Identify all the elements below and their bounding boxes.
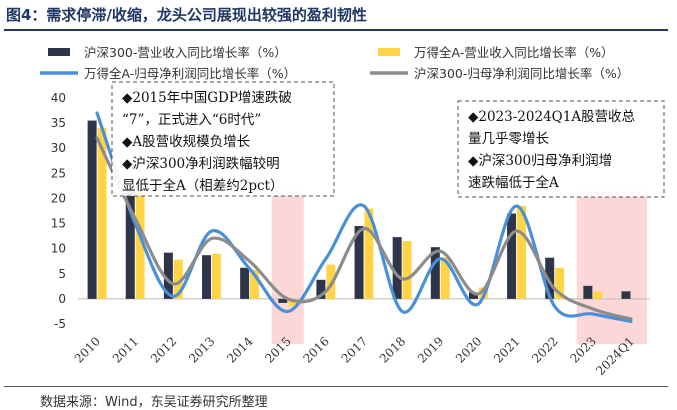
x-tick-label: 2017 <box>339 334 370 365</box>
bar-hs300-revenue <box>507 213 517 299</box>
annotation-text: ◆沪深300归母净利润增 <box>468 152 612 169</box>
legend-label: 万得全A-归母净利润同比增长率（%） <box>84 66 296 81</box>
x-tick-label: 2018 <box>377 334 408 365</box>
line-wind-a-profit <box>95 111 633 324</box>
legend-label: 沪深300-营业收入同比增长率（%） <box>84 45 287 60</box>
x-tick-label: 2010 <box>72 334 103 365</box>
figure-title: 图4：需求停滞/收缩，龙头公司展现出较强的盈利韧性 <box>6 6 367 24</box>
bar-hs300-revenue <box>621 291 631 299</box>
bar-wind-a-revenue <box>440 257 450 299</box>
annotation-text: 量几乎零增长 <box>468 131 549 147</box>
highlight-band-2 <box>576 190 647 344</box>
annotation-text: ◆2023-2024Q1A股营收总 <box>468 109 635 125</box>
y-tick-label: 20 <box>51 191 66 205</box>
line-hs300-profit <box>95 136 633 321</box>
x-tick-label: 2019 <box>415 334 446 365</box>
bar-hs300-revenue <box>392 237 402 299</box>
bar-hs300-revenue <box>87 120 97 299</box>
y-tick-label: 5 <box>58 267 66 281</box>
x-tick-label: 2020 <box>453 334 484 365</box>
bar-wind-a-revenue <box>135 190 145 299</box>
bar-hs300-revenue <box>240 267 250 299</box>
annotation-text: 速跌幅低于全A <box>468 174 559 191</box>
title-rule <box>4 29 668 31</box>
y-tick-label: 15 <box>51 217 66 231</box>
bar-hs300-revenue <box>468 292 478 299</box>
bar-hs300-revenue <box>316 279 326 299</box>
x-tick-label: 2011 <box>110 334 141 365</box>
y-tick-label: 40 <box>51 91 66 105</box>
x-tick-label: 2016 <box>300 334 331 365</box>
y-tick-label: 35 <box>51 116 66 130</box>
annotation-text: ◆A股营收规模负增长 <box>122 134 251 150</box>
bar-wind-a-revenue <box>516 205 526 299</box>
bar-hs300-revenue <box>163 252 173 299</box>
legend-label: 沪深300-归母净利润同比增长率（%） <box>414 66 629 81</box>
annotation-text: ◆2015年中国GDP增速跌破 <box>122 90 292 106</box>
bar-hs300-revenue <box>278 298 288 303</box>
y-tick-label: 0 <box>58 292 66 306</box>
legend-label: 万得全A-营业收入同比增长率（%） <box>414 45 614 60</box>
annotation-text: “7”，正式进入“6时代” <box>122 112 261 128</box>
bar-wind-a-revenue <box>97 128 107 299</box>
x-tick-label: 2022 <box>529 334 560 365</box>
bar-wind-a-revenue <box>364 208 374 299</box>
bar-wind-a-revenue <box>402 241 412 299</box>
bar-hs300-revenue <box>430 247 440 299</box>
x-tick-label: 2012 <box>148 334 179 365</box>
bar-wind-a-revenue <box>250 269 260 299</box>
annotation-text: 显低于全A（相差约2pct） <box>122 177 283 194</box>
bottom-rule <box>4 386 668 387</box>
x-tick-label: 2014 <box>224 334 256 366</box>
legend-swatch <box>48 48 70 56</box>
bar-wind-a-revenue <box>288 298 298 307</box>
bar-hs300-revenue <box>125 188 135 299</box>
bar-hs300-revenue <box>202 255 212 299</box>
legend-swatch <box>378 48 400 56</box>
bar-wind-a-revenue <box>211 253 221 299</box>
y-tick-label: 10 <box>51 242 66 256</box>
bar-wind-a-revenue <box>593 291 603 299</box>
y-tick-label: -5 <box>54 317 66 331</box>
annotation-box-2 <box>457 100 665 198</box>
bar-wind-a-revenue <box>173 259 183 299</box>
x-tick-label: 2021 <box>491 334 522 365</box>
source-note: 数据来源：Wind，东吴证券研究所整理 <box>40 395 268 410</box>
annotation-text: ◆沪深300净利润跌幅较明 <box>122 156 280 172</box>
highlight-band-1 <box>271 190 304 344</box>
bar-wind-a-revenue <box>555 267 565 299</box>
x-tick-label: 2013 <box>186 334 217 365</box>
bar-hs300-revenue <box>583 285 593 299</box>
bar-hs300-revenue <box>545 257 555 299</box>
annotation-box-1 <box>111 81 335 197</box>
y-tick-label: 30 <box>51 141 66 155</box>
y-tick-label: 25 <box>51 166 66 180</box>
bar-hs300-revenue <box>354 226 364 299</box>
